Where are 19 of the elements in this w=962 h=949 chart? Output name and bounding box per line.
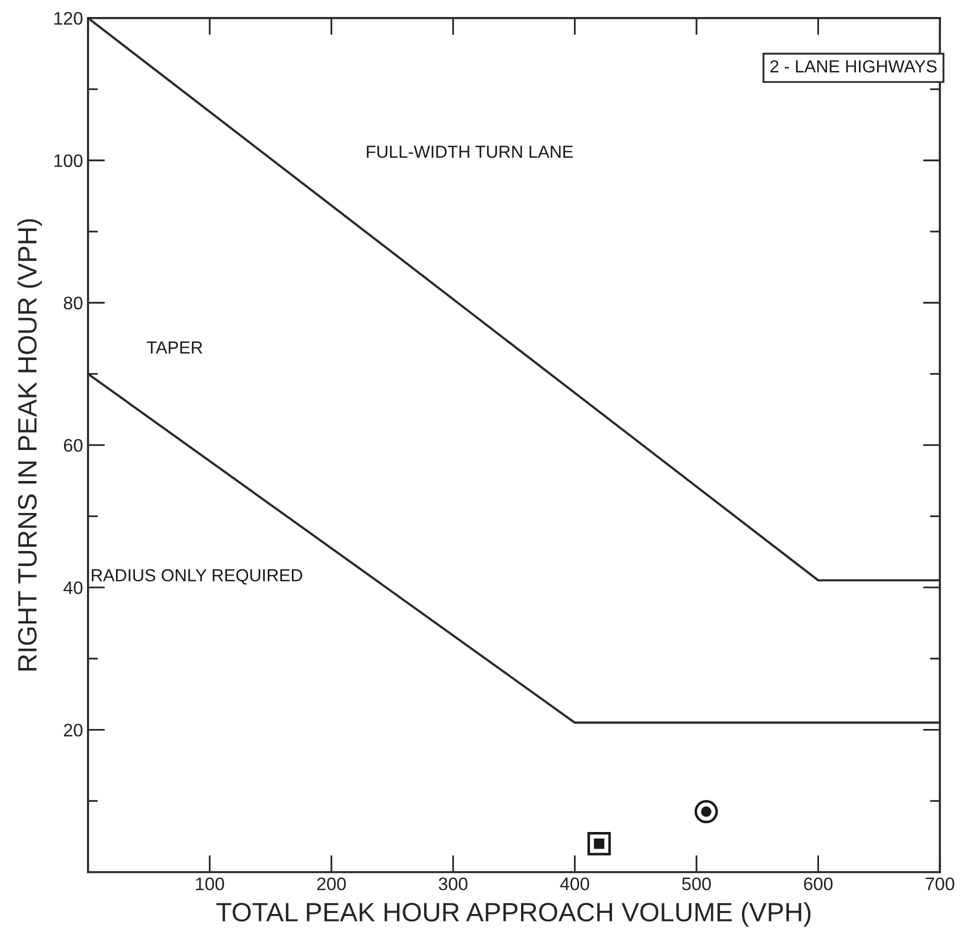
y-tick-label: 100 [54, 154, 82, 168]
y-tick-label: 20 [64, 724, 82, 736]
y-tick-label: 80 [64, 296, 82, 310]
annotation: FULL-WIDTH TURN LANE [366, 146, 573, 158]
y-tick-label: 120 [54, 12, 82, 25]
annotation: RADIUS ONLY REQUIRED [92, 569, 302, 585]
y-tick-label: 60 [64, 439, 82, 452]
x-tick-label: 600 [804, 877, 833, 890]
x-axis-title: TOTAL PEAK HOUR APPROACH VOLUME (VPH) [216, 902, 810, 927]
x-tick-label: 300 [438, 877, 468, 890]
annotation: TAPER [146, 342, 202, 354]
x-tick-label: 700 [926, 877, 954, 890]
x-tick-label: 100 [196, 877, 224, 890]
y-axis-title: RIGHT TURNS IN PEAK HOUR (VPH) [17, 219, 42, 670]
x-tick-label: 400 [560, 877, 590, 890]
annotation: 2 - LANE HIGHWAYS [770, 60, 937, 73]
y-tick-label: 40 [63, 581, 82, 594]
x-tick-label: 500 [682, 877, 711, 890]
x-tick-label: 200 [317, 877, 346, 890]
